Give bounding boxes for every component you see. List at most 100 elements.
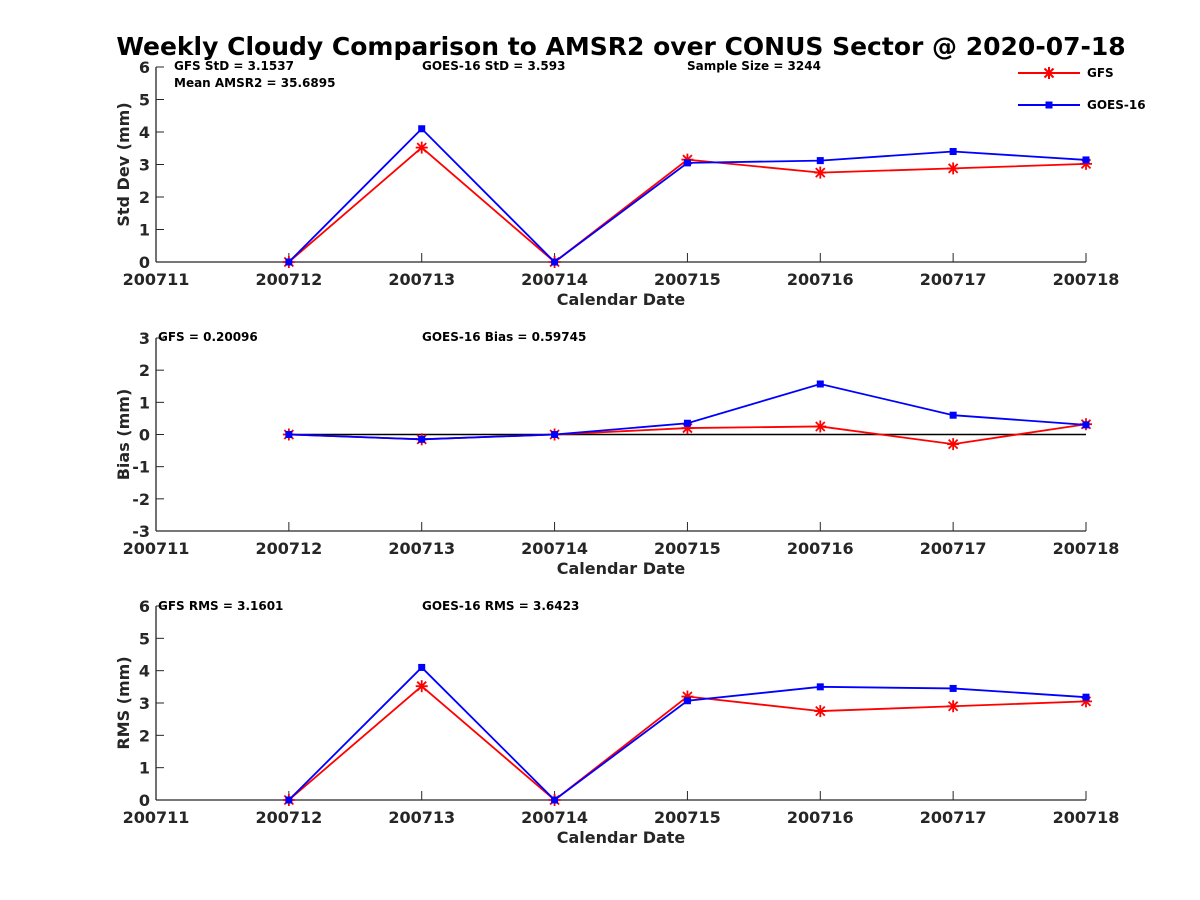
y-tick-label: 1 <box>139 759 150 778</box>
x-tick-label: 200711 <box>123 539 190 558</box>
x-tick-label: 200718 <box>1053 808 1120 827</box>
y-tick-label: 0 <box>139 253 150 272</box>
goes-16-data-point <box>1082 421 1090 429</box>
x-tick-label: 200711 <box>123 270 190 289</box>
x-tick-label: 200713 <box>388 808 455 827</box>
x-tick-label: 200718 <box>1053 270 1120 289</box>
goes-16-data-point <box>418 663 426 671</box>
rms-y-axis-label: RMS (mm) <box>114 656 133 749</box>
x-tick-label: 200715 <box>654 270 721 289</box>
gfs-data-point <box>814 420 827 433</box>
bias-y-axis-label: Bias (mm) <box>114 389 133 481</box>
goes-16-data-point <box>1082 693 1090 701</box>
legend-goes-marker <box>1045 101 1053 109</box>
goes-16-data-point <box>551 258 559 266</box>
y-tick-label: 4 <box>139 662 150 681</box>
goes-16-data-point <box>1082 156 1090 164</box>
y-tick-label: 5 <box>139 91 150 110</box>
y-tick-label: 0 <box>139 791 150 810</box>
x-tick-label: 200716 <box>787 808 854 827</box>
annotation-goes: GOES-16 StD = 3.593 <box>422 59 565 73</box>
x-tick-label: 200717 <box>920 808 987 827</box>
goes-16-data-point <box>418 125 426 133</box>
goes-16-data-point <box>949 411 957 419</box>
y-tick-label: -1 <box>132 458 150 477</box>
y-tick-label: 1 <box>139 221 150 240</box>
goes-16-data-point <box>285 431 293 438</box>
annotation-goes: GOES-16 Bias = 0.59745 <box>422 330 586 344</box>
goes-16-data-point <box>285 796 293 804</box>
std-dev-y-axis-label: Std Dev (mm) <box>114 102 133 226</box>
x-tick-label: 200718 <box>1053 539 1120 558</box>
annotation-mean-amsr2: Mean AMSR2 = 35.6895 <box>174 76 335 90</box>
gfs-data-point <box>947 700 960 713</box>
goes-16-data-point <box>816 380 824 388</box>
y-tick-label: 5 <box>139 629 150 648</box>
goes-16-data-point <box>418 435 426 443</box>
y-tick-label: 6 <box>139 58 150 77</box>
goes-16-series-line <box>288 666 1087 802</box>
legend-goes-label: GOES-16 <box>1087 98 1146 112</box>
x-tick-label: 200716 <box>787 539 854 558</box>
x-tick-label: 200712 <box>255 270 322 289</box>
gfs-data-point <box>415 141 428 154</box>
y-tick-label: 2 <box>139 361 150 380</box>
gfs-data-point <box>947 162 960 175</box>
y-tick-label: -2 <box>132 490 150 509</box>
rms-panel: 0 1 2 3 4 5 6 200711 200712 200713 200714 200715 200… <box>114 597 1119 847</box>
std-dev-panel: 0 1 2 3 4 5 6 200711 200712 200713 200714 200715 200… <box>114 58 1119 309</box>
goes-16-data-point <box>949 684 957 692</box>
annotation-goes: GOES-16 RMS = 3.6423 <box>422 599 579 613</box>
x-tick-label: 200714 <box>521 539 588 558</box>
bias-x-axis-label: Calendar Date <box>557 559 686 578</box>
goes-16-data-point <box>949 148 957 155</box>
y-tick-label: 3 <box>139 156 150 175</box>
x-tick-label: 200716 <box>787 270 854 289</box>
y-tick-label: 1 <box>139 393 150 412</box>
gfs-data-point <box>415 680 428 693</box>
annotation-gfs: GFS RMS = 3.1601 <box>158 599 283 613</box>
legend: GFS GOES-16 <box>1018 66 1146 112</box>
goes-16-data-point <box>683 159 691 167</box>
gfs-data-point <box>814 166 827 179</box>
rms-x-axis-label: Calendar Date <box>557 828 686 847</box>
goes-16-data-point <box>816 157 824 165</box>
goes-16-series-line <box>288 127 1087 264</box>
annotation-gfs: GFS = 0.20096 <box>158 330 258 344</box>
goes-16-data-point <box>683 419 691 427</box>
x-tick-label: 200715 <box>654 539 721 558</box>
gfs-data-point <box>814 705 827 718</box>
y-tick-label: 4 <box>139 123 150 142</box>
legend-gfs-marker <box>1043 67 1055 79</box>
goes-16-data-point <box>816 683 824 691</box>
y-tick-label: 2 <box>139 726 150 745</box>
x-tick-label: 200713 <box>388 270 455 289</box>
x-tick-label: 200714 <box>521 808 588 827</box>
goes-16-data-point <box>683 697 691 705</box>
annotation-sample: Sample Size = 3244 <box>687 59 821 73</box>
x-tick-label: 200717 <box>920 270 987 289</box>
gfs-data-point <box>947 438 960 451</box>
y-tick-label: 3 <box>139 329 150 348</box>
goes-16-data-point <box>285 258 293 266</box>
goes-16-data-point <box>551 431 559 438</box>
x-tick-label: 200712 <box>255 539 322 558</box>
bias-panel: -3 -2 -1 0 1 2 3 200711 200712 200713 200714 200715… <box>114 329 1119 578</box>
x-tick-label: 200714 <box>521 270 588 289</box>
annotation-gfs: GFS StD = 3.1537 <box>174 59 294 73</box>
x-tick-label: 200713 <box>388 539 455 558</box>
y-tick-label: 3 <box>139 694 150 713</box>
y-tick-label: -3 <box>132 522 150 541</box>
x-tick-label: 200715 <box>654 808 721 827</box>
x-tick-label: 200717 <box>920 539 987 558</box>
chart-title: Weekly Cloudy Comparison to AMSR2 over C… <box>116 32 1125 61</box>
goes-16-data-point <box>551 796 559 804</box>
x-tick-label: 200711 <box>123 808 190 827</box>
y-tick-label: 0 <box>139 426 150 445</box>
x-tick-label: 200712 <box>255 808 322 827</box>
y-tick-label: 2 <box>139 188 150 207</box>
legend-gfs-label: GFS <box>1087 66 1114 80</box>
y-tick-label: 6 <box>139 597 150 616</box>
std-dev-x-axis-label: Calendar Date <box>557 290 686 309</box>
